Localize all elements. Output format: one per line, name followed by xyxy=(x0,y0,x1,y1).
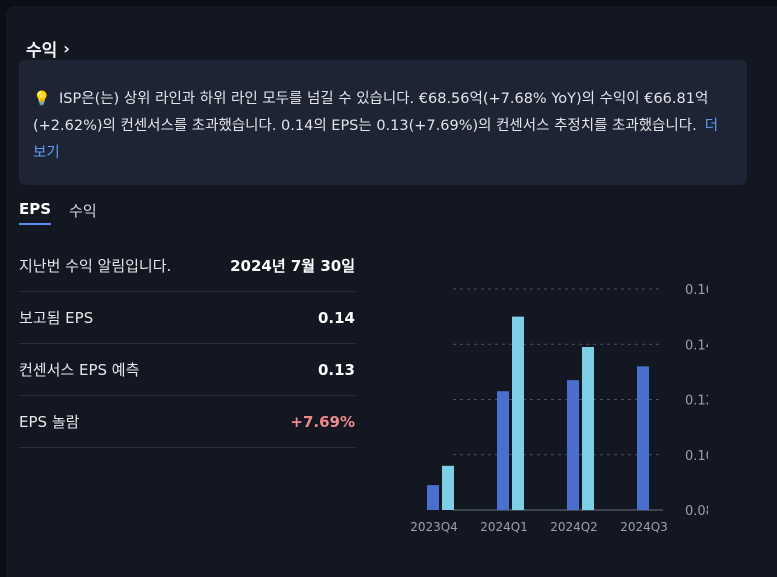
tab-eps[interactable]: EPS xyxy=(19,200,52,225)
row-value: +7.69% xyxy=(290,412,355,431)
tab-bar: EPS 수익 xyxy=(19,200,97,225)
y-tick-label: 0.14 xyxy=(685,338,708,353)
bar-2024Q1-0[interactable] xyxy=(497,391,509,510)
bar-2023Q4-1[interactable] xyxy=(442,465,454,510)
row-value: 2024년 7월 30일 xyxy=(230,257,355,275)
bar-2024Q3-0[interactable] xyxy=(637,366,649,510)
row-label: 보고됨 EPS xyxy=(19,309,94,327)
more-link[interactable]: 더 보기 xyxy=(33,118,719,161)
y-tick-label: 0.08 xyxy=(685,504,708,519)
bar-2024Q2-1[interactable] xyxy=(582,347,594,510)
lightbulb-icon: 💡 xyxy=(33,91,51,107)
bar-2024Q1-1[interactable] xyxy=(512,316,524,510)
row-label: 지난번 수익 알림입니다. xyxy=(19,257,172,275)
bar-2024Q2-0[interactable] xyxy=(567,380,579,510)
summary-text: ISP은(는) 상위 라인과 하위 라인 모두를 넘길 수 있습니다. €68.… xyxy=(33,91,709,134)
y-tick-label: 0.12 xyxy=(685,394,708,409)
eps-chart: 0.16 0.14 0.12 0.10 0.08 2023Q4 2024Q1 2024Q2 20… xyxy=(410,283,708,534)
row-value: 0.13 xyxy=(317,360,355,379)
tab-revenue[interactable]: 수익 xyxy=(69,202,97,220)
eps-stats: 지난번 수익 알림입니다. 2024년 7월 30일 보고됨 EPS 0.14 … xyxy=(19,240,355,448)
row-value: 0.14 xyxy=(317,308,355,327)
bar-2023Q4-0[interactable] xyxy=(427,485,439,510)
section-header[interactable]: 수익 › xyxy=(26,36,70,61)
x-tick-label: 2024Q1 xyxy=(480,520,528,534)
row-reported-eps: 보고됨 EPS 0.14 xyxy=(19,292,355,344)
y-tick-label: 0.16 xyxy=(685,283,708,298)
section-title: 수익 xyxy=(26,41,58,61)
row-last-earnings: 지난번 수익 알림입니다. 2024년 7월 30일 xyxy=(19,240,355,292)
row-eps-surprise: EPS 놀람 +7.69% xyxy=(19,396,355,448)
y-tick-label: 0.10 xyxy=(685,449,708,464)
chevron-right-icon: › xyxy=(63,39,70,58)
summary-box: 💡 ISP은(는) 상위 라인과 하위 라인 모두를 넘길 수 있습니다. €68… xyxy=(19,60,747,185)
x-tick-label: 2024Q3 xyxy=(620,520,668,534)
x-tick-label: 2024Q2 xyxy=(550,520,598,534)
x-tick-label: 2023Q4 xyxy=(410,520,458,534)
row-label: EPS 놀람 xyxy=(19,413,80,431)
row-label: 컨센서스 EPS 예측 xyxy=(19,361,140,379)
row-consensus-eps: 컨센서스 EPS 예측 0.13 xyxy=(19,344,355,396)
